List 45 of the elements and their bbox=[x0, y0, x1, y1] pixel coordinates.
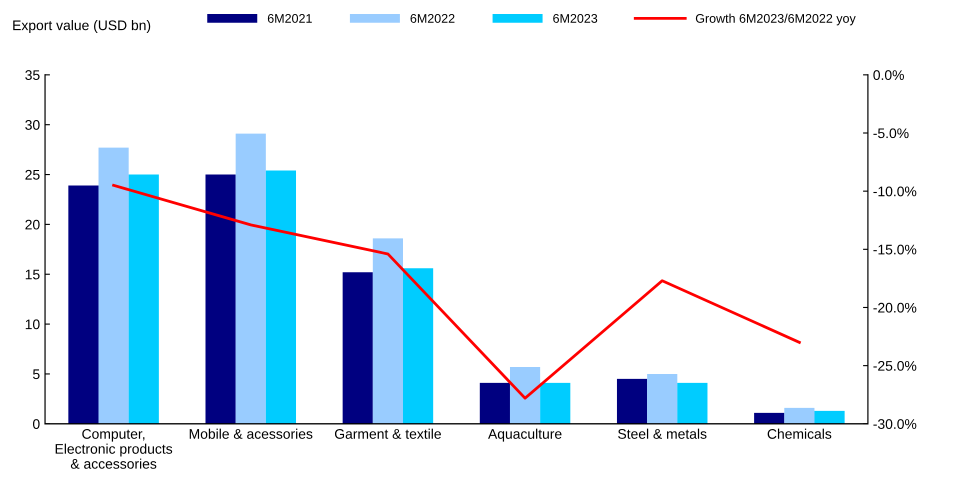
y-tick-label: 10 bbox=[26, 319, 40, 330]
y2-tick-label: -15.0% bbox=[873, 244, 916, 254]
bar bbox=[784, 408, 814, 424]
y2-tick-label: -20.0% bbox=[873, 302, 916, 313]
y-axis-title: Export value (USD bn) bbox=[13, 20, 150, 33]
bar bbox=[510, 366, 540, 424]
y-tick-label: 35 bbox=[25, 70, 40, 80]
x-tick-label: Mobile & acessories bbox=[190, 428, 312, 439]
y-tick-label: 0 bbox=[32, 419, 40, 429]
y2-tick-label: -30.0% bbox=[873, 419, 916, 429]
x-tick-label: Aquaculture bbox=[488, 428, 562, 442]
y2-tick-label: -5.0% bbox=[873, 128, 909, 138]
legend-label: 6M2023 bbox=[553, 14, 598, 23]
bar bbox=[540, 382, 570, 424]
line-series bbox=[112, 184, 801, 400]
bar bbox=[266, 170, 296, 424]
y-tick-label: 5 bbox=[32, 369, 40, 380]
y2-tick-label: 0.0% bbox=[873, 70, 904, 80]
x-tick-label: Chemicals bbox=[768, 428, 832, 439]
bar bbox=[814, 410, 845, 424]
y-tick-label: 25 bbox=[25, 170, 40, 180]
y-tick-label: 20 bbox=[25, 220, 40, 230]
bar bbox=[372, 238, 403, 424]
y-tick-label: 15 bbox=[26, 270, 40, 280]
bar bbox=[128, 174, 159, 424]
legend-label: 6M2022 bbox=[410, 14, 454, 23]
bar bbox=[480, 382, 510, 424]
y2-tick-label: -10.0% bbox=[873, 186, 916, 196]
bar bbox=[616, 378, 648, 424]
legend-label: Growth 6M2023/6M2022 yoy bbox=[696, 14, 856, 26]
bar bbox=[98, 148, 129, 424]
bar bbox=[647, 374, 678, 424]
bar bbox=[205, 174, 236, 424]
y-tick-label: 30 bbox=[25, 120, 40, 130]
bar bbox=[402, 268, 434, 424]
bar bbox=[68, 186, 99, 424]
x-tick-label: Steel & metals bbox=[618, 428, 706, 439]
legend-label: 6M2021 bbox=[268, 14, 312, 23]
bar bbox=[236, 134, 266, 424]
bar bbox=[754, 412, 784, 424]
y2-tick-label: -25.0% bbox=[873, 360, 916, 371]
bar bbox=[677, 382, 708, 424]
bar bbox=[342, 272, 373, 424]
x-tick-label: Computer, Electronic products & accessories bbox=[56, 429, 172, 469]
x-tick-label: Garment & textile bbox=[334, 428, 441, 439]
